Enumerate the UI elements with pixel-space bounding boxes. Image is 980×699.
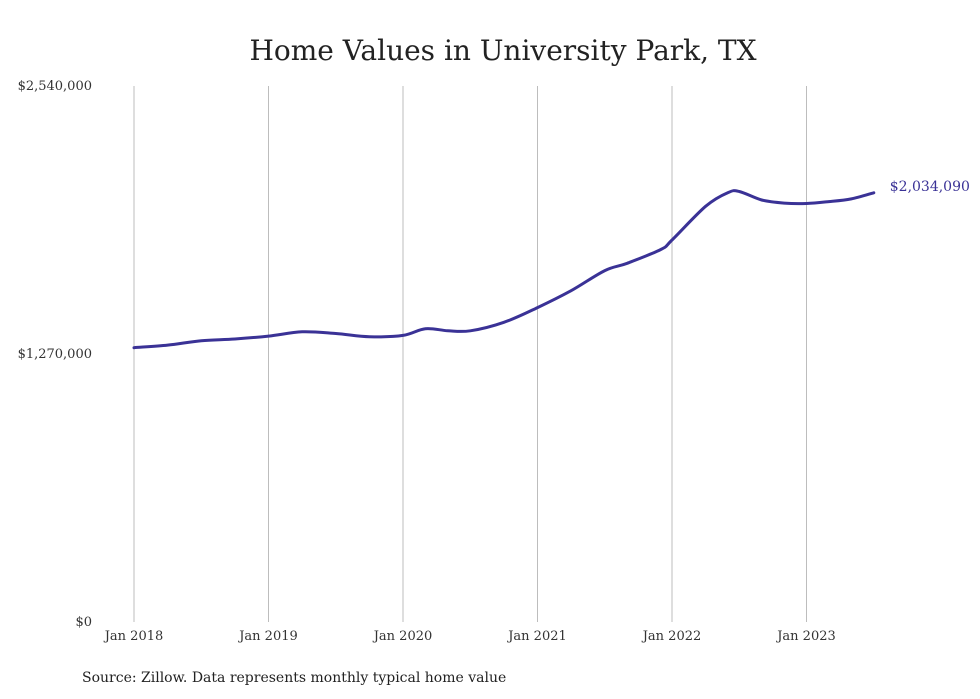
y-axis-ticks: $0 $1,270,000 $2,540,000 — [18, 79, 92, 630]
y-tick-label: $0 — [75, 615, 92, 630]
x-axis-ticks: Jan 2018 Jan 2019 Jan 2020 Jan 2021 Jan 2022… — [103, 629, 836, 644]
x-tick-label: Jan 2023 — [775, 629, 836, 644]
source-note: Source: Zillow. Data represents monthly … — [82, 670, 506, 686]
x-tick-label: Jan 2021 — [506, 629, 567, 644]
y-tick-label: $1,270,000 — [18, 347, 92, 362]
series-line — [132, 189, 876, 350]
end-value-label: $2,034,090 — [890, 179, 970, 195]
gridlines — [133, 86, 807, 622]
x-tick-label: Jan 2019 — [237, 629, 298, 644]
x-tick-label: Jan 2022 — [641, 629, 702, 644]
y-tick-label: $2,540,000 — [18, 79, 92, 94]
x-tick-label: Jan 2020 — [372, 629, 433, 644]
x-tick-label: Jan 2018 — [103, 629, 164, 644]
chart-title: Home Values in University Park, TX — [249, 34, 756, 67]
